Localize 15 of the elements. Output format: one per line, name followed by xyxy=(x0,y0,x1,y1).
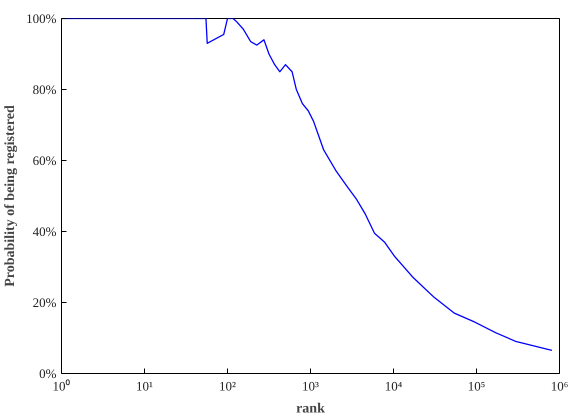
y-tick-label: 80% xyxy=(32,82,57,97)
x-tick-label: 10⁰ xyxy=(52,378,70,394)
x-axis-title: rank xyxy=(296,402,326,416)
x-tick-label: 10¹ xyxy=(136,378,154,394)
y-tick-label: 40% xyxy=(32,224,57,239)
x-tick-label: 10² xyxy=(219,378,236,394)
x-tick-label: 10³ xyxy=(302,378,320,394)
x-tick-label: 10⁶ xyxy=(550,378,568,394)
y-tick-label: 20% xyxy=(32,295,57,310)
y-tick-label: 0% xyxy=(39,366,57,381)
x-tick-label: 10⁵ xyxy=(468,378,486,394)
y-tick-label: 100% xyxy=(26,11,57,26)
y-axis-title: Probability of being registered xyxy=(3,104,18,287)
x-tick-label: 10⁴ xyxy=(384,378,403,394)
y-tick-label: 60% xyxy=(32,153,57,168)
